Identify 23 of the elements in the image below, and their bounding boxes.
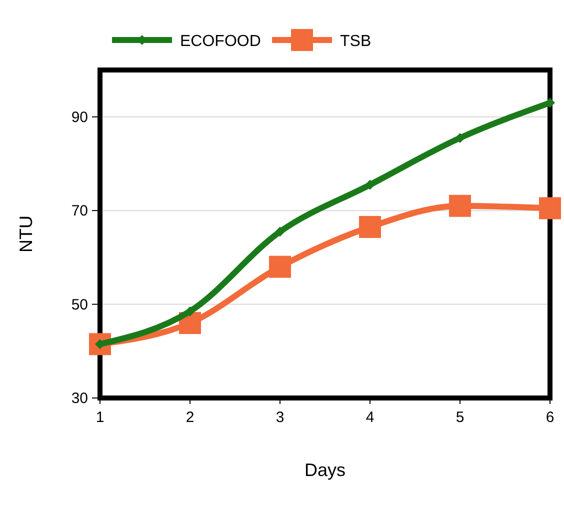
y-axis-title: NTU xyxy=(16,216,36,252)
point xyxy=(359,216,381,238)
point xyxy=(539,197,561,220)
x-tick-label: 3 xyxy=(276,409,284,426)
legend-label: TSB xyxy=(340,33,372,50)
x-axis-title: Days xyxy=(304,460,346,480)
point xyxy=(275,226,285,237)
point xyxy=(545,98,555,108)
y-tick-label: 50 xyxy=(71,296,88,314)
point xyxy=(455,132,465,143)
x-tick-label: 6 xyxy=(546,409,554,426)
point xyxy=(365,180,375,190)
point xyxy=(185,306,195,316)
point xyxy=(269,256,291,278)
point xyxy=(449,194,471,217)
x-tick-label: 5 xyxy=(456,409,464,426)
legend-label: ECOFOOD xyxy=(180,33,261,50)
x-tick-label: 4 xyxy=(366,409,374,426)
x-tick-label: 2 xyxy=(186,409,194,426)
y-tick-label: 30 xyxy=(71,390,88,407)
x-tick-label: 1 xyxy=(96,409,104,426)
y-tick-label: 70 xyxy=(71,202,88,220)
y-tick-label: 90 xyxy=(71,108,88,126)
